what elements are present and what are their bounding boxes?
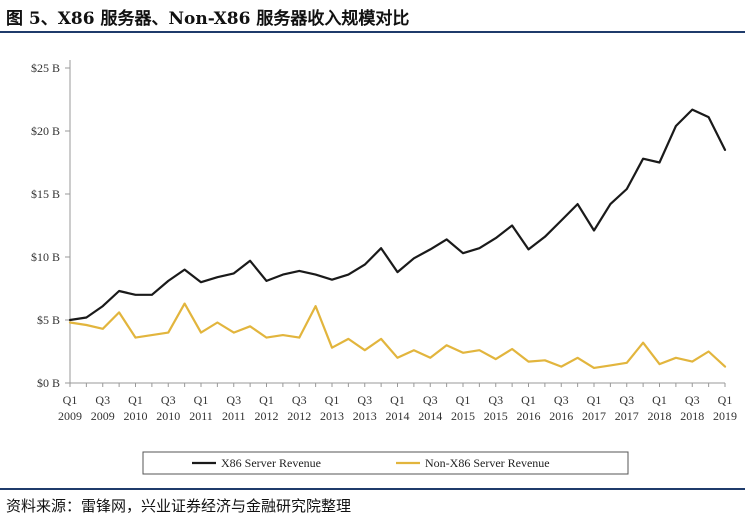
x-tick-label-year: 2016 bbox=[549, 409, 573, 423]
x-tick-label-year: 2011 bbox=[222, 409, 246, 423]
x-tick-label-year: 2013 bbox=[320, 409, 344, 423]
x-tick-label-quarter: Q1 bbox=[718, 393, 733, 407]
legend-box bbox=[142, 451, 629, 475]
source-note: 资料来源：雷锋网，兴业证券经济与金融研究院整理 bbox=[6, 497, 352, 515]
x-tick-label-year: 2010 bbox=[156, 409, 180, 423]
x-tick-label-year: 2012 bbox=[287, 409, 311, 423]
x-tick-label-year: 2018 bbox=[648, 409, 672, 423]
x-tick-label-quarter: Q1 bbox=[587, 393, 602, 407]
title-rule bbox=[0, 31, 745, 33]
x-tick-label-quarter: Q3 bbox=[685, 393, 700, 407]
x-tick-label-quarter: Q3 bbox=[357, 393, 372, 407]
non-x86-series-line bbox=[68, 302, 727, 369]
x-tick-label-year: 2013 bbox=[353, 409, 377, 423]
y-tick-label: $20 B bbox=[31, 124, 60, 138]
x-tick-label-year: 2012 bbox=[255, 409, 279, 423]
x-tick-label-year: 2016 bbox=[517, 409, 541, 423]
x-tick-label-quarter: Q3 bbox=[423, 393, 438, 407]
x-tick-label-quarter: Q1 bbox=[456, 393, 471, 407]
x-tick-label-quarter: Q3 bbox=[292, 393, 307, 407]
legend: X86 Server Revenue Non-X86 Server Revenue bbox=[142, 451, 629, 475]
legend-label-non-x86: Non-X86 Server Revenue bbox=[425, 456, 550, 470]
x-tick-label-year: 2009 bbox=[91, 409, 115, 423]
x-tick-label-quarter: Q3 bbox=[161, 393, 176, 407]
y-tick-label: $15 B bbox=[31, 187, 60, 201]
x-tick-label-quarter: Q3 bbox=[95, 393, 110, 407]
x-tick-label-quarter: Q1 bbox=[390, 393, 405, 407]
x-tick-label-quarter: Q1 bbox=[128, 393, 143, 407]
y-tick-label: $5 B bbox=[37, 313, 60, 327]
x-tick-label-quarter: Q1 bbox=[325, 393, 340, 407]
y-axis: $0 B $5 B $10 B $15 B $20 B $25 B bbox=[31, 60, 71, 390]
x-tick-label-quarter: Q1 bbox=[259, 393, 274, 407]
revenue-line-chart: $0 B $5 B $10 B $15 B $20 B $25 B Q1 2009 Q3 200… bbox=[31, 60, 737, 475]
x-tick-label-year: 2009 bbox=[58, 409, 82, 423]
x-tick-label-quarter: Q3 bbox=[619, 393, 634, 407]
y-tick-label: $25 B bbox=[31, 61, 60, 75]
x-tick-label-year: 2018 bbox=[680, 409, 704, 423]
x-tick-label-quarter: Q1 bbox=[63, 393, 78, 407]
x-tick-label-year: 2019 bbox=[713, 409, 737, 423]
y-tick-label: $10 B bbox=[31, 250, 60, 264]
x-tick-label-year: 2015 bbox=[451, 409, 475, 423]
x-tick-label-quarter: Q1 bbox=[194, 393, 209, 407]
legend-label-x86: X86 Server Revenue bbox=[221, 456, 321, 470]
x-tick-label-quarter: Q3 bbox=[226, 393, 241, 407]
x86-series-line bbox=[68, 108, 727, 322]
series-layer bbox=[68, 108, 727, 369]
y-tick-label: $0 B bbox=[37, 376, 60, 390]
x-tick-label-quarter: Q1 bbox=[521, 393, 536, 407]
x-tick-label-year: 2014 bbox=[418, 409, 442, 423]
x-tick-label-year: 2017 bbox=[582, 409, 606, 423]
x-tick-label-quarter: Q3 bbox=[554, 393, 569, 407]
source-rule bbox=[0, 488, 745, 490]
x-tick-label-quarter: Q3 bbox=[488, 393, 503, 407]
x-tick-label-year: 2011 bbox=[189, 409, 213, 423]
x-tick-label-year: 2017 bbox=[615, 409, 639, 423]
x-tick-label-quarter: Q1 bbox=[652, 393, 667, 407]
figure-title: 图 5、X86 服务器、Non-X86 服务器收入规模对比 bbox=[6, 9, 410, 29]
x-tick-label-year: 2015 bbox=[484, 409, 508, 423]
x-tick-label-year: 2014 bbox=[386, 409, 410, 423]
x-axis: Q1 2009 Q3 2009 Q1 2010 Q3 2010 Q1 2011 Q3 2011 Q1 20… bbox=[58, 382, 737, 423]
x-tick-label-year: 2010 bbox=[124, 409, 148, 423]
